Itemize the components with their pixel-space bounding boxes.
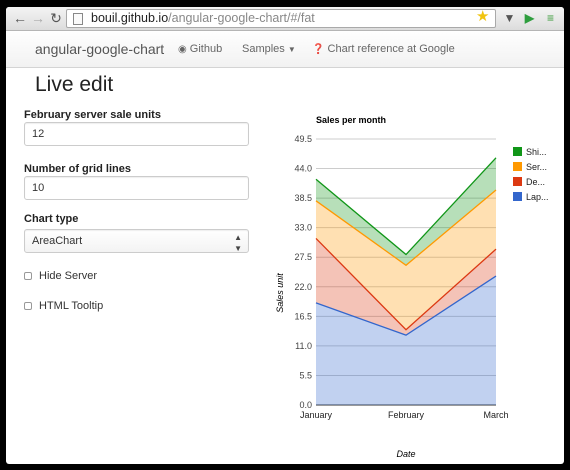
y-tick-label: 11.0	[295, 341, 312, 351]
y-tick-label: 49.5	[294, 134, 312, 144]
url-path: /angular-google-chart/#/fat	[168, 11, 315, 25]
nav-github[interactable]: ◉ Github	[178, 43, 222, 55]
chart-type-label: Chart type	[24, 213, 79, 225]
y-tick-label: 38.5	[294, 193, 312, 203]
feb-units-input[interactable]: 12	[24, 122, 249, 146]
html-tooltip-label: HTML Tooltip	[39, 300, 104, 312]
legend-swatch	[513, 147, 522, 156]
forward-icon[interactable]: →	[31, 10, 45, 26]
grid-lines-input[interactable]: 10	[24, 176, 249, 200]
feb-units-label: February server sale units	[24, 109, 161, 121]
address-bar[interactable]: bouil.github.io/angular-google-chart/#/f…	[66, 9, 496, 28]
back-icon[interactable]: ←	[13, 10, 27, 26]
nav-github-label: Github	[189, 43, 223, 55]
area-series[interactable]	[316, 276, 496, 405]
github-icon: ◉	[178, 44, 187, 55]
chart-type-value: AreaChart	[32, 235, 83, 247]
legend-swatch	[513, 177, 522, 186]
nav-samples-label: Samples	[242, 43, 285, 55]
pocket-icon[interactable]: ▼	[503, 11, 516, 25]
y-tick-label: 16.5	[294, 311, 312, 321]
nav-samples[interactable]: Samples ▼	[242, 43, 296, 55]
url-host: bouil.github.io	[91, 11, 169, 25]
y-tick-label: 22.0	[294, 282, 312, 292]
caret-down-icon: ▼	[287, 45, 296, 54]
legend-label: Lap...	[526, 192, 549, 202]
reload-icon[interactable]: ↻	[50, 10, 62, 26]
y-tick-label: 33.0	[294, 223, 312, 233]
hide-server-checkbox[interactable]	[24, 272, 32, 280]
legend-label: Ser...	[526, 162, 547, 172]
x-axis-label: Date	[396, 449, 415, 459]
hide-server-label: Hide Server	[39, 270, 98, 282]
x-tick-label: February	[388, 410, 425, 420]
area-series[interactable]	[316, 238, 496, 336]
series-line	[315, 157, 497, 256]
area-series[interactable]	[316, 157, 496, 266]
browser-window: ← → ↻ bouil.github.io/angular-google-cha…	[6, 7, 564, 464]
y-tick-label: 0.0	[299, 400, 312, 410]
area-series[interactable]	[316, 190, 496, 330]
menu-icon[interactable]: ≡	[546, 11, 554, 25]
browser-toolbar: ← → ↻ bouil.github.io/angular-google-cha…	[6, 7, 564, 31]
grid-lines-label: Number of grid lines	[24, 163, 131, 175]
x-tick-label: January	[300, 410, 333, 420]
legend-swatch	[513, 192, 522, 201]
legend-swatch	[513, 162, 522, 171]
html-tooltip-checkbox[interactable]	[24, 302, 32, 310]
question-circle-icon: ❓	[312, 44, 325, 55]
y-tick-label: 44.0	[294, 164, 312, 174]
series-line	[315, 189, 497, 267]
series-line	[315, 275, 497, 336]
extension-icon[interactable]: ▶	[524, 11, 535, 25]
legend-label: Shi...	[526, 147, 547, 157]
y-tick-label: 5.5	[299, 370, 312, 380]
legend-label: De...	[526, 177, 545, 187]
area-chart: Sales per month 0.0 5.5 11.0 16.5 22.0 27.5 33…	[275, 115, 549, 459]
chart-type-select[interactable]: AreaChart ▲ ▼	[24, 229, 249, 253]
select-arrows-icon: ▲ ▼	[234, 233, 242, 253]
app-navbar: angular-google-chart ◉ Github Samples ▼ …	[6, 32, 564, 68]
x-tick-label: March	[483, 410, 508, 420]
page-icon	[73, 13, 83, 25]
nav-chart-reference[interactable]: ❓ Chart reference at Google	[312, 43, 455, 55]
page-title: Live edit	[35, 73, 114, 96]
nav-chart-reference-label: Chart reference at Google	[327, 43, 455, 55]
series-line	[315, 237, 497, 331]
navbar-brand[interactable]: angular-google-chart	[35, 41, 165, 57]
y-axis-label: Sales unit	[275, 273, 285, 313]
chart-title: Sales per month	[316, 115, 386, 125]
bookmark-star-icon[interactable]: ★	[476, 8, 490, 25]
y-tick-label: 27.5	[294, 252, 312, 262]
